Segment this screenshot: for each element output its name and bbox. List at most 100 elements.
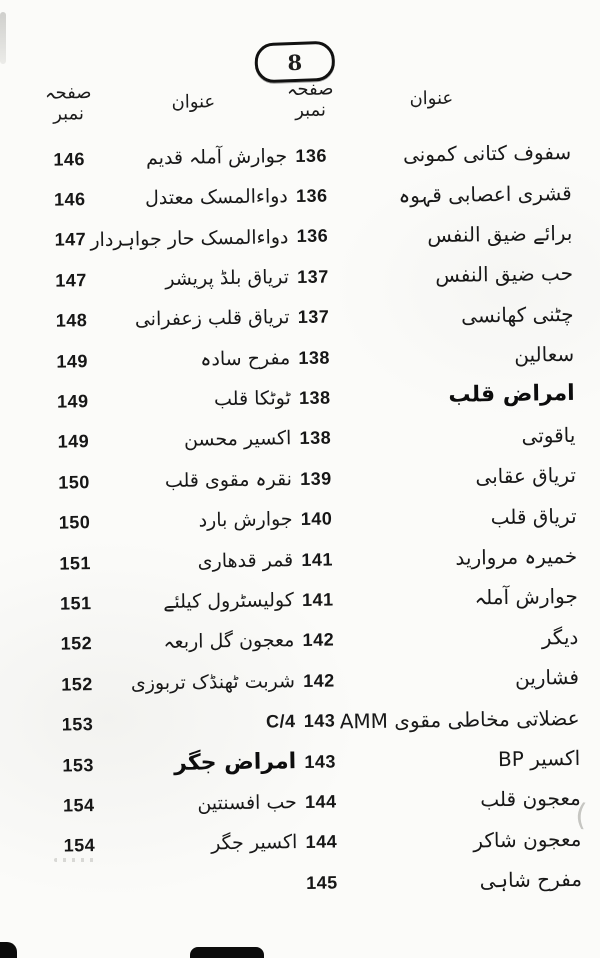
entry-title: نقرہ مقوی قلب <box>164 467 293 492</box>
scan-artifact-corner <box>0 942 17 958</box>
entry-page-number: 154 <box>62 795 95 816</box>
toc-rows: 146 جوارش آملہ قدیم 136 سفوف کتانی کمونی… <box>0 132 600 908</box>
spacer <box>3 685 45 686</box>
entry-page-number: 136 <box>295 185 328 207</box>
entry-page-number: 149 <box>57 431 90 453</box>
spacer <box>0 443 41 444</box>
entry-title: C/4 <box>265 710 296 732</box>
entry-title: سفوف کتانی کمونی <box>402 140 572 167</box>
entry-page-number <box>48 886 112 887</box>
entry-title: حب ضیق النفس <box>435 261 574 288</box>
spacer <box>0 200 38 201</box>
spacer <box>0 402 41 403</box>
spacer <box>5 847 47 848</box>
entry-title: عضلاتی مخاطی مقوی AMM <box>339 705 580 734</box>
entry-page-number: 137 <box>297 266 329 287</box>
scan-artifact-stray-mark: ( <box>574 797 589 834</box>
entry-page-number: 150 <box>58 471 90 493</box>
spacer <box>0 483 42 484</box>
entry-title: سعالین <box>514 342 575 367</box>
spacer <box>0 322 40 323</box>
spacer <box>4 766 46 767</box>
spacer <box>2 604 44 605</box>
entry-title: یاقوتی <box>521 422 576 448</box>
right-page-number-header: صفحہ نمبر <box>286 78 334 122</box>
spacer <box>6 887 48 888</box>
entry-title: جوارش آملہ قدیم <box>145 144 288 169</box>
entry-page-number: 143 <box>304 751 337 772</box>
entry-page-number: 141 <box>301 589 334 610</box>
entry-title: اکسیر محسن <box>183 427 292 452</box>
entry-title: جوارش بارد <box>198 508 293 532</box>
page-number: 8 <box>287 49 303 75</box>
toc-header-row: صفحہ نمبر عنوان صفحہ نمبر عنوان <box>0 74 595 127</box>
entry-title: دواءالمسک حار جواہردار <box>90 225 289 251</box>
entry-title: قمر قدھاری <box>197 548 294 573</box>
spacer <box>4 725 46 726</box>
entry-page-number: 138 <box>298 347 331 368</box>
entry-page-number: 153 <box>61 714 94 735</box>
entry-page-number: 153 <box>62 754 95 776</box>
entry-page-number: 137 <box>297 306 330 328</box>
entry-page-number: 147 <box>55 270 87 291</box>
entry-title: دواءالمسک معتدل <box>144 185 288 210</box>
scan-artifact-bottom-blob <box>190 947 264 958</box>
entry-page-number: 140 <box>300 508 333 530</box>
entry-page-number: 138 <box>299 427 332 449</box>
entry-page-number: 150 <box>58 512 91 533</box>
entry-title: تریاق قلب <box>490 503 577 529</box>
entry-title: مفرح شاہی <box>479 867 583 893</box>
right-title-header: عنوان <box>409 87 454 109</box>
entry-page-number: 139 <box>300 468 332 489</box>
entry-title: معجون شاکر <box>473 826 582 853</box>
entry-title: معجون گل اربعہ <box>163 629 295 654</box>
entry-title: تریاق بلڈ پریشر <box>165 266 290 290</box>
table-of-contents: صفحہ نمبر عنوان صفحہ نمبر عنوان 146 جوار… <box>0 0 593 892</box>
entry-page-number: 152 <box>60 633 93 654</box>
entry-page-number: 151 <box>59 593 92 614</box>
entry-page-number: 149 <box>56 391 89 412</box>
spacer <box>1 564 43 565</box>
entry-title: اکسیر جگر <box>210 831 298 855</box>
spacer <box>0 281 39 282</box>
entry-page-number: 144 <box>304 791 337 812</box>
entry-page-number: 143 <box>303 710 336 732</box>
entry-title: مفرح سادہ <box>200 346 291 371</box>
left-page-number-header: صفحہ نمبر <box>44 82 92 125</box>
entry-page-number: 146 <box>53 148 86 170</box>
spacer <box>0 241 38 242</box>
entry-page-number: 152 <box>61 673 93 695</box>
entry-title: حب افسنتین <box>197 791 297 815</box>
entry-title: فشارین <box>514 665 580 691</box>
entry-title: خمیرہ مروارید <box>455 543 578 570</box>
entry-page-number: 148 <box>55 310 88 331</box>
entry-page-number: 144 <box>305 831 338 853</box>
scan-artifact-specks <box>54 858 98 862</box>
spacer <box>5 806 47 807</box>
entry-page-number: 142 <box>302 629 335 651</box>
entry-page-number: 145 <box>306 872 338 893</box>
entry-page-number: 154 <box>63 835 96 856</box>
spacer <box>1 524 43 525</box>
entry-page-number: 151 <box>59 552 92 574</box>
entry-page-number: 141 <box>301 549 334 570</box>
spacer <box>2 645 44 646</box>
entry-page-number: 138 <box>298 387 331 409</box>
entry-title: شربت ٹھنڈک تربوزی <box>130 669 296 695</box>
entry-page-number: 136 <box>296 226 329 247</box>
spacer <box>0 104 36 105</box>
entry-title: معجون قلب <box>480 786 581 812</box>
entry-title: ٹوٹکا قلب <box>213 387 291 411</box>
scan-artifact-left-smudge <box>0 12 6 64</box>
spacer <box>0 362 40 363</box>
entry-title: چٹنی کھانسی <box>461 301 574 328</box>
entry-page-number: 146 <box>53 189 86 210</box>
entry-title: قشری اعصابی قہوہ <box>398 180 572 208</box>
entry-page-number: 149 <box>56 350 89 372</box>
entry-title: امراض قلب <box>448 381 575 409</box>
entry-title: تریاق عقابی <box>475 463 577 489</box>
entry-title: دیگر <box>541 624 579 650</box>
entry-title: برائے ضیق النفس <box>427 220 573 248</box>
entry-title: تریاق قلب زعفرانی <box>134 306 290 331</box>
